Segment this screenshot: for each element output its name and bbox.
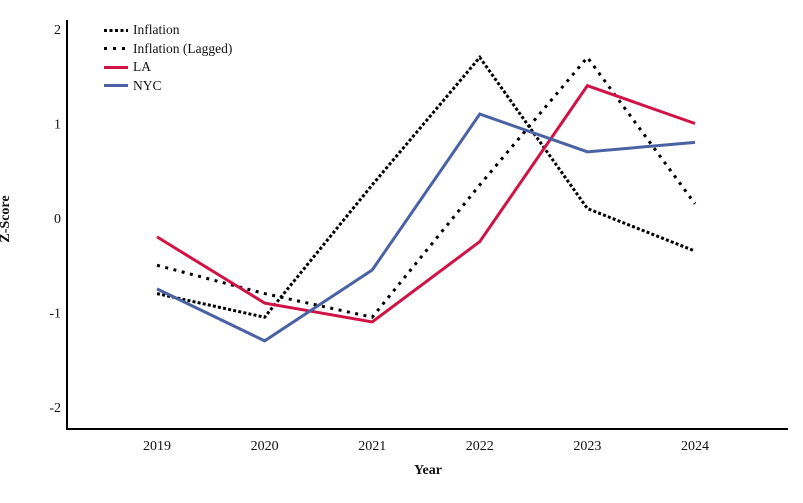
x-tick-label: 2024 [681, 439, 709, 454]
x-tick-label: 2022 [466, 439, 494, 454]
legend-label-inflation: Inflation [133, 22, 180, 38]
inflation-lagged-dotted-line-icon [104, 47, 128, 51]
legend-item-nyc: NYC [104, 77, 232, 96]
la-line-icon [104, 65, 128, 69]
inflation-dotted-line-icon [104, 28, 128, 32]
x-tick-label: 2020 [251, 439, 279, 454]
legend-item-la: LA [104, 58, 232, 77]
legend-label-la: LA [133, 59, 151, 75]
y-tick-label: 2 [54, 23, 61, 38]
series-line-nyc [156, 112, 696, 343]
y-tick-label: 0 [54, 212, 61, 227]
y-tick-label: -2 [49, 401, 61, 416]
y-tick-label: -1 [49, 307, 61, 322]
x-tick-label: 2023 [573, 439, 601, 454]
x-tick-label: 2019 [143, 439, 171, 454]
series-line-la [156, 83, 696, 324]
series-line-inflation-lagged [156, 54, 697, 319]
y-axis-title: Z-Score [0, 195, 13, 243]
legend: Inflation Inflation (Lagged) LA NYC [104, 21, 232, 95]
legend-label-nyc: NYC [133, 77, 162, 93]
y-tick-label: 1 [54, 118, 61, 133]
series-line-inflation [156, 54, 696, 319]
axis-spines [66, 20, 788, 430]
x-tick-label: 2021 [358, 439, 386, 454]
nyc-line-icon [104, 84, 128, 88]
legend-label-inflation-lagged: Inflation (Lagged) [133, 40, 233, 56]
x-axis-title: Year [414, 463, 442, 478]
legend-item-inflation-lagged: Inflation (Lagged) [104, 40, 232, 59]
legend-item-inflation: Inflation [104, 21, 232, 40]
